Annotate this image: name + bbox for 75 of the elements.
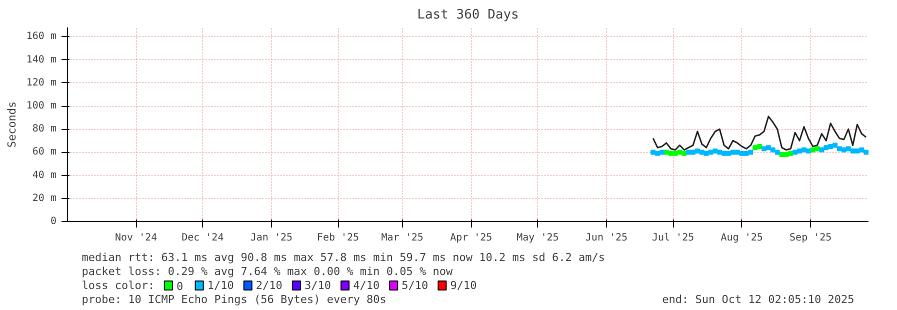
point [832,142,838,148]
x-tick-label: Sep '25 [790,232,832,244]
point [704,150,709,156]
x-tick-label: Apr '25 [450,232,492,244]
y-tick-label: 20 m [32,192,57,204]
chart-title: Last 360 Days [417,8,519,22]
y-axis-title: Seconds [5,101,18,148]
y-tick-label: 80 m [32,124,57,135]
point [766,145,771,150]
legend-label: 0 [176,280,184,293]
legend-label: 2/10 [256,279,282,292]
point [797,148,802,154]
y-tick-label: 100 m [26,100,57,112]
point [717,150,722,155]
x-tick-label: Jun '25 [585,232,628,244]
point [824,145,829,150]
y-tick-label: 140 m [26,54,57,66]
y-tick-label: 40 m [32,170,57,181]
point [752,145,758,150]
point [784,152,789,158]
point [801,147,806,152]
x-tick-label: May '25 [516,232,559,244]
point [770,147,776,152]
point [730,150,736,155]
x-tick-label: Dec '24 [182,232,224,244]
point [686,150,692,155]
point [682,150,687,156]
text: probe: 10 ICMP Echo Pings (56 Bytes) every 80s [82,293,386,306]
point [819,147,824,152]
point [864,150,868,155]
x-tick-label: Mar '25 [381,232,424,244]
point [668,150,674,156]
point [854,148,860,154]
point [722,150,727,156]
point [726,150,732,156]
y-tick-label: 120 m [26,77,57,88]
point [690,150,696,155]
point [806,148,811,154]
point [677,150,682,155]
legend-label: 4/10 [353,279,380,292]
point [739,150,744,156]
point [650,150,656,155]
point [859,147,864,152]
point [836,146,842,152]
x-tick-label: Jan '25 [250,232,293,244]
point [762,146,767,152]
legend-label: 5/10 [402,279,428,292]
legend-label: 1/10 [207,279,234,292]
point [792,150,798,155]
legend-title: loss color: [82,279,155,292]
point [712,148,718,154]
y-tick-label: 60 m [32,146,57,158]
point [774,150,780,155]
point [841,147,846,152]
point [659,150,664,155]
y-tick-label: 160 m [26,31,57,42]
point [846,146,851,152]
x-tick-label: Jul '25 [652,232,694,244]
text: packet loss: 0.29 % avg 7.64 % max 0.00 % min 0.05 % now [82,265,454,278]
point [734,150,740,155]
point [699,150,704,155]
legend-label: 3/10 [304,279,331,292]
x-tick-label: Nov '24 [115,232,158,244]
point [748,150,754,155]
point [788,150,794,156]
text: end: Sun Oct 12 02:05:10 2025 [662,293,854,306]
x-tick-label: Aug '25 [720,232,763,244]
point [655,150,660,156]
text: median rtt: 63.1 ms avg 90.8 ms max 57.8 ms min 59.7 ms now 10.2 ms sd 6.2 am/s [82,251,605,264]
point [828,144,834,149]
y-tick-label: 0 [50,216,57,227]
x-tick-label: Feb '25 [316,232,360,244]
point [694,148,700,154]
legend-label: 9/10 [450,279,477,292]
point [757,144,762,149]
